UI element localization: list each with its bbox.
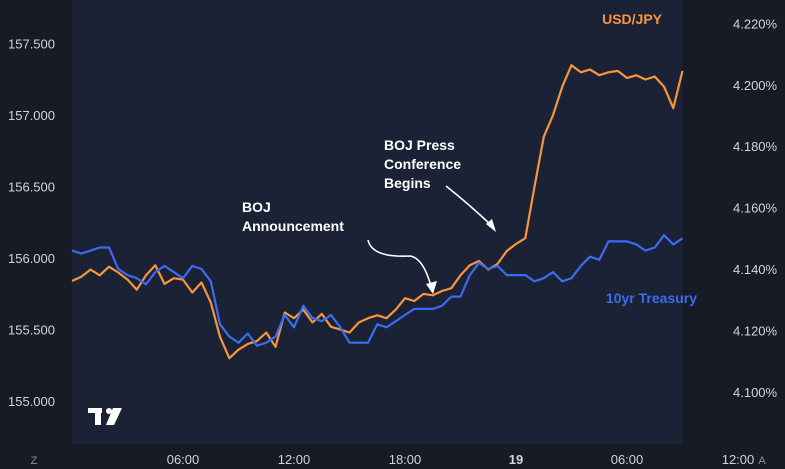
usdjpy-line	[71, 64, 684, 360]
x-axis-tick-5: 12:00	[722, 452, 755, 467]
left-axis-tick-5: 155.000	[8, 394, 55, 409]
x-axis-tick-1: 12:00	[278, 452, 311, 467]
treasury-line	[71, 234, 684, 347]
annotation-arrowhead-announcement	[426, 281, 437, 294]
right-axis-tick-2: 4.180%	[733, 139, 778, 154]
right-axis-tick-6: 4.100%	[733, 385, 778, 400]
x-axis-tick-0: 06:00	[167, 452, 200, 467]
right-axis-tick-3: 4.160%	[733, 201, 778, 216]
annotation-boj-press-line-1: Conference	[384, 156, 461, 172]
left-axis-tick-4: 155.500	[8, 323, 55, 338]
annotation-boj-press-line-0: BOJ Press	[384, 137, 455, 153]
left-axis-tick-2: 156.500	[8, 180, 55, 195]
x-axis-tick-3: 19	[509, 452, 523, 467]
x-axis-tick-2: 18:00	[389, 452, 422, 467]
annotation-boj-announcement-line-1: Announcement	[242, 218, 344, 234]
right-axis-tick-0: 4.220%	[733, 16, 778, 31]
annotation-boj-press-line-2: Begins	[384, 175, 431, 191]
tradingview-logo	[88, 408, 122, 425]
left-axis-tick-0: 157.500	[8, 37, 55, 52]
right-axis-tick-1: 4.200%	[733, 78, 778, 93]
right-axis-tick-5: 4.120%	[733, 323, 778, 338]
plot-area	[72, 0, 683, 444]
left-axis-scale-button: Z	[31, 455, 38, 467]
annotation-boj-announcement-line-0: BOJ	[242, 199, 271, 215]
treasury-label: 10yr Treasury	[606, 290, 697, 306]
usdjpy-label: USD/JPY	[602, 11, 663, 27]
right-axis-scale-button: A	[758, 455, 766, 467]
left-axis-tick-3: 156.000	[8, 251, 55, 266]
annotation-arrow-announcement	[367, 239, 433, 291]
right-axis-tick-4: 4.140%	[733, 262, 778, 277]
x-axis-tick-4: 06:00	[611, 452, 644, 467]
annotation-arrowhead-press	[486, 219, 496, 232]
left-axis-tick-1: 157.000	[8, 108, 55, 123]
